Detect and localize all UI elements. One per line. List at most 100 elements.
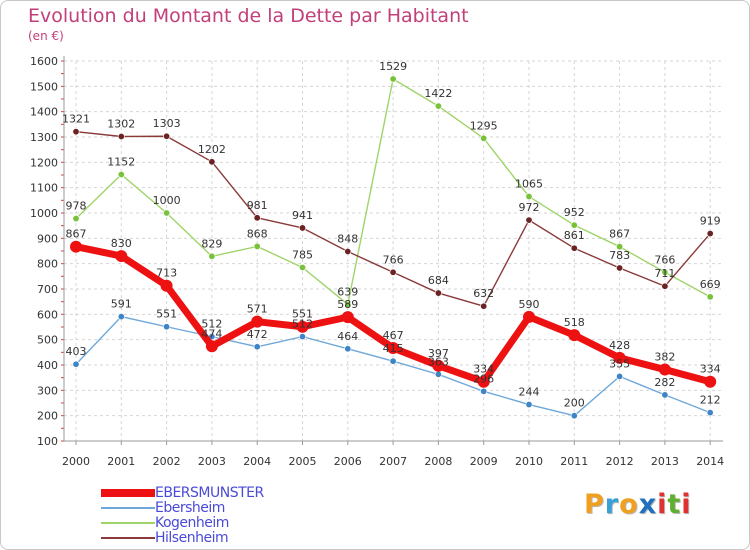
x-tick-label: 2005 (289, 455, 317, 468)
data-label: 518 (564, 316, 585, 329)
legend-label: Ebersheim (155, 500, 225, 516)
data-label: 972 (519, 201, 540, 214)
series-point (389, 357, 397, 365)
series-point (706, 230, 714, 238)
series-point (570, 221, 578, 229)
series-point (434, 370, 442, 378)
data-label: 363 (428, 355, 449, 368)
series-point (568, 329, 581, 342)
y-tick-label: 800 (37, 258, 58, 271)
data-label: 512 (292, 318, 313, 331)
data-label: 472 (247, 328, 268, 341)
series-point (72, 360, 80, 368)
series-point (298, 333, 306, 341)
data-label: 590 (519, 298, 540, 311)
data-label: 684 (428, 274, 449, 287)
data-label: 1152 (107, 155, 135, 168)
series-point (298, 224, 306, 232)
series-point (616, 372, 624, 380)
y-tick-label: 1100 (30, 182, 58, 195)
series-point (72, 215, 80, 223)
series-point (525, 193, 533, 201)
series-point (163, 323, 171, 331)
data-label: 282 (654, 376, 675, 389)
data-label: 848 (337, 233, 358, 246)
series-point (117, 170, 125, 178)
series-point (251, 315, 264, 328)
chart-subtitle: (en €) (28, 29, 64, 43)
data-label: 1303 (153, 117, 181, 130)
data-label: 1302 (107, 117, 135, 130)
series-point (253, 242, 261, 250)
x-tick-label: 2004 (243, 455, 271, 468)
data-label: 981 (247, 199, 268, 212)
data-label: 200 (564, 397, 585, 410)
axis-layer: 100 200 300 400 500 600 700 800 900 1000 1100 1200 1… (30, 55, 724, 468)
data-label: 334 (700, 363, 721, 376)
data-label: 669 (700, 278, 721, 291)
series-point (706, 409, 714, 417)
series-point (480, 134, 488, 142)
data-label: 1000 (153, 194, 181, 207)
legend-label: EBERSMUNSTER (155, 485, 264, 501)
series-point (616, 264, 624, 272)
y-tick-label: 1600 (30, 55, 58, 68)
data-label: 1321 (62, 113, 90, 126)
data-label: 766 (654, 253, 675, 266)
series-point (70, 240, 82, 253)
logo-letter: o (619, 489, 639, 520)
legend-swatch (101, 507, 155, 509)
data-label: 867 (609, 228, 630, 241)
data-label: 551 (156, 308, 177, 321)
x-tick-label: 2014 (696, 455, 724, 468)
logo-letter: r (604, 489, 620, 520)
y-tick-label: 1400 (30, 106, 58, 119)
legend-swatch (101, 489, 155, 497)
logo-letter: t (667, 489, 682, 520)
data-label: 474 (201, 327, 222, 340)
x-tick-label: 2006 (334, 455, 362, 468)
x-tick-label: 2011 (560, 455, 588, 468)
y-tick-label: 600 (37, 308, 58, 321)
data-label: 919 (700, 215, 721, 228)
data-label: 783 (609, 249, 630, 262)
series-point (434, 289, 442, 297)
series-point (704, 375, 717, 388)
series-point (344, 248, 352, 256)
series-point (613, 351, 626, 364)
series-point (296, 320, 309, 333)
series-point (163, 209, 171, 217)
series-point (434, 102, 442, 110)
y-tick-label: 200 (37, 410, 58, 423)
data-label: 403 (66, 345, 87, 358)
series-point (208, 158, 216, 166)
data-label: 711 (654, 267, 675, 280)
series-point (344, 345, 352, 353)
data-label: 464 (337, 330, 358, 343)
data-label: 355 (609, 357, 630, 370)
data-label: 467 (383, 329, 404, 342)
series-point (616, 243, 624, 251)
series-point (525, 216, 533, 224)
data-label: 512 (201, 318, 222, 331)
x-tick-label: 2007 (379, 455, 407, 468)
series-point (160, 279, 173, 292)
x-tick-label: 2013 (651, 455, 679, 468)
series-point (525, 401, 533, 409)
series-point (117, 313, 125, 321)
series-point (661, 391, 669, 399)
data-label: 766 (383, 253, 404, 266)
logo-letter: x (638, 489, 658, 520)
series-point (341, 311, 354, 324)
data-label: 1295 (470, 119, 498, 132)
data-label: 551 (292, 308, 313, 321)
data-label: 334 (473, 363, 494, 376)
series-point (480, 387, 488, 395)
series-point (658, 363, 671, 376)
y-tick-label: 400 (37, 359, 58, 372)
x-tick-label: 2000 (62, 455, 90, 468)
data-label: 1202 (198, 143, 226, 156)
series-point (570, 244, 578, 252)
logo-letter: i (657, 489, 668, 520)
